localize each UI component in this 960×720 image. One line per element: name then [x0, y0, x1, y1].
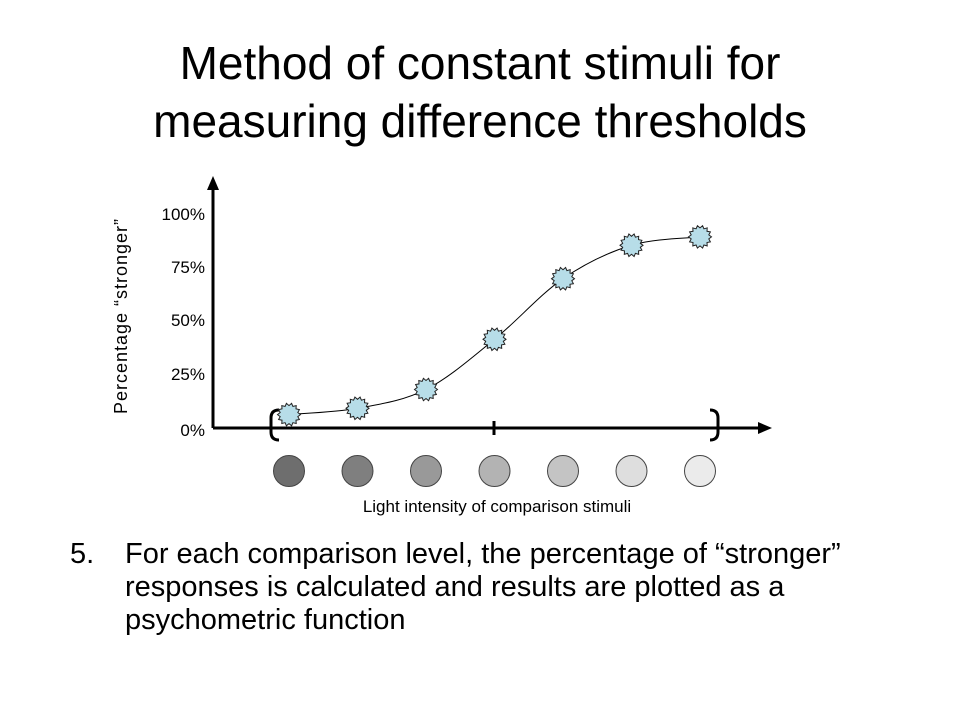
y-tick-label: 0% — [180, 421, 205, 440]
bullet-point-5: 5. For each comparison level, the percen… — [70, 538, 900, 637]
y-axis-arrow — [207, 176, 219, 190]
data-point-marker — [276, 402, 302, 427]
data-point-marker — [687, 224, 713, 249]
comparison-stimulus-swatch — [410, 455, 442, 487]
y-tick-label: 75% — [171, 258, 205, 277]
comparison-stimulus-swatch — [615, 455, 648, 487]
comparison-stimulus-swatch — [478, 455, 511, 487]
x-axis-label: Light intensity of comparison stimuli — [363, 497, 631, 516]
y-tick-label: 100% — [162, 205, 205, 224]
bullet-text: For each comparison level, the percentag… — [125, 538, 841, 636]
data-point-marker — [550, 266, 576, 291]
comparison-stimulus-swatch — [273, 455, 305, 487]
bullet-number: 5. — [70, 538, 95, 570]
y-axis-label: Percentage “stronger” — [111, 218, 131, 414]
bullet-list: 5. For each comparison level, the percen… — [70, 538, 900, 637]
slide-title: Method of constant stimuli for measuring… — [0, 34, 960, 150]
title-line-1: Method of constant stimuli for — [179, 37, 781, 89]
data-point-marker — [413, 377, 439, 402]
comparison-stimulus-swatch — [547, 455, 579, 487]
chart-axes — [207, 176, 772, 442]
comparison-stimulus-swatch — [341, 455, 374, 487]
title-line-2: measuring difference thresholds — [153, 95, 807, 147]
data-point-marker — [619, 233, 644, 258]
y-tick-label: 25% — [171, 365, 205, 384]
range-bracket-right — [709, 408, 720, 442]
y-tick-label: 50% — [171, 311, 205, 330]
data-point-marker — [482, 327, 507, 352]
data-point-marker — [345, 396, 370, 421]
x-axis-arrow — [758, 422, 772, 434]
range-bracket-left — [269, 408, 280, 442]
psychometric-curve — [288, 236, 701, 416]
comparison-stimulus-swatch — [684, 455, 716, 487]
